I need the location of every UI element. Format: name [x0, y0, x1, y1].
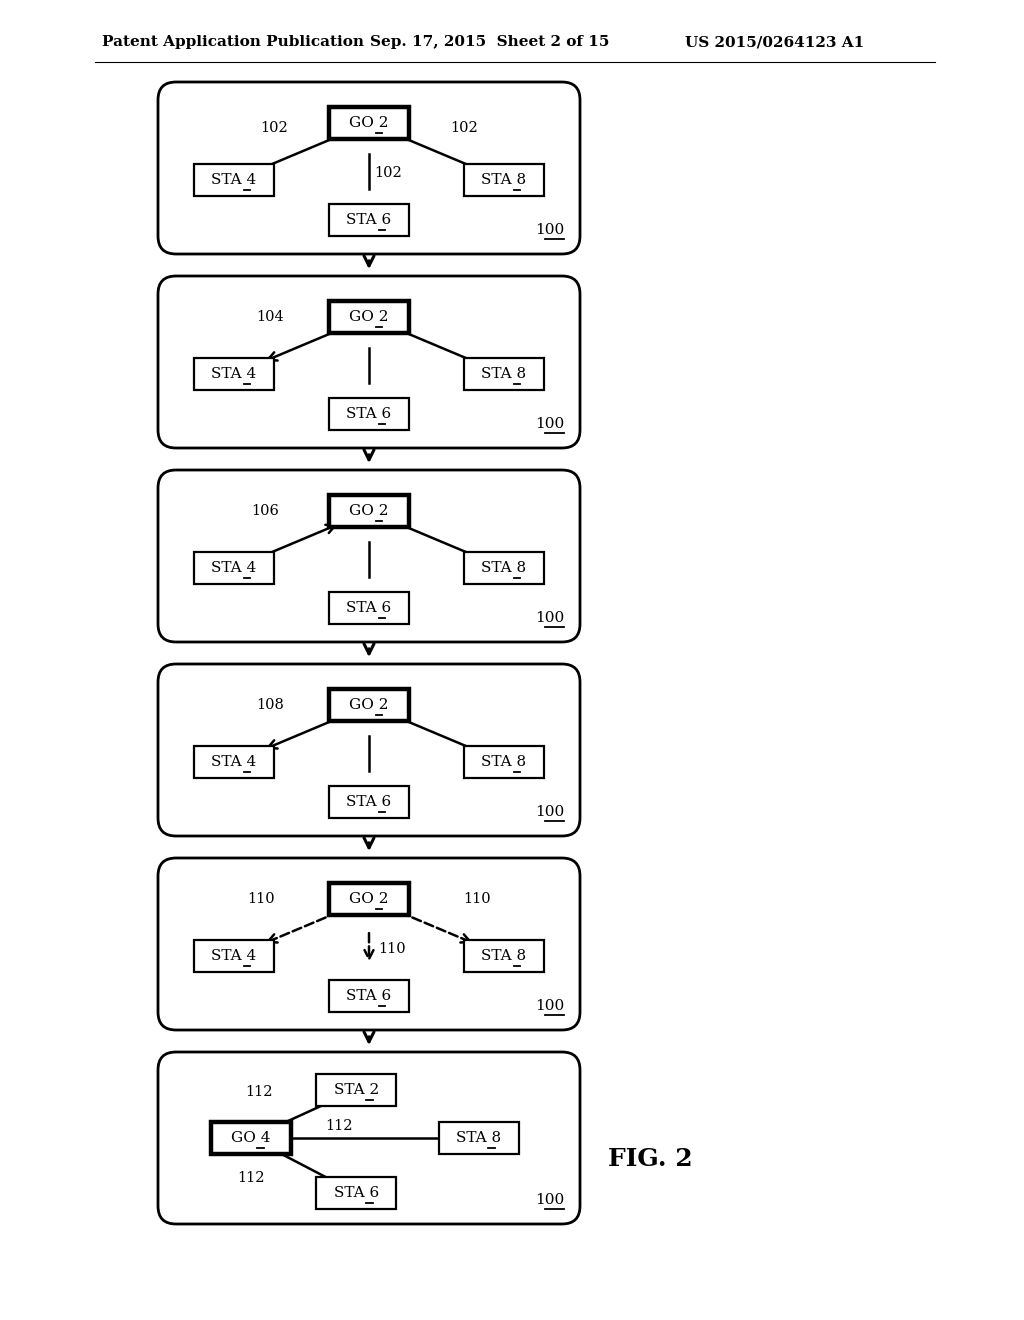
FancyBboxPatch shape: [158, 664, 580, 836]
Bar: [316, 1074, 396, 1106]
Bar: [194, 940, 274, 972]
Text: 106: 106: [252, 504, 280, 519]
Text: 110: 110: [379, 942, 407, 956]
Bar: [329, 301, 409, 333]
Text: 100: 100: [535, 1193, 564, 1206]
Text: STA 8: STA 8: [481, 949, 526, 964]
Bar: [329, 591, 409, 623]
Text: 100: 100: [535, 805, 564, 818]
Text: 102: 102: [260, 121, 288, 136]
Text: 102: 102: [374, 166, 401, 180]
Bar: [211, 1122, 291, 1154]
Text: STA 4: STA 4: [211, 367, 257, 381]
Text: STA 4: STA 4: [211, 173, 257, 187]
Bar: [464, 552, 544, 583]
Text: 102: 102: [451, 121, 478, 136]
FancyBboxPatch shape: [158, 858, 580, 1030]
Text: Patent Application Publication: Patent Application Publication: [102, 36, 364, 49]
Text: STA 6: STA 6: [346, 989, 391, 1003]
Bar: [194, 552, 274, 583]
Text: STA 2: STA 2: [334, 1082, 379, 1097]
Bar: [194, 746, 274, 777]
Text: STA 8: STA 8: [456, 1131, 502, 1144]
Text: STA 6: STA 6: [346, 213, 391, 227]
Text: STA 4: STA 4: [211, 561, 257, 576]
Text: 112: 112: [246, 1085, 273, 1098]
Text: STA 8: STA 8: [481, 561, 526, 576]
Text: 110: 110: [463, 892, 490, 907]
Bar: [438, 1122, 519, 1154]
Text: GO 2: GO 2: [349, 310, 389, 325]
Text: GO 2: GO 2: [349, 116, 389, 131]
FancyBboxPatch shape: [158, 82, 580, 253]
Text: Sep. 17, 2015  Sheet 2 of 15: Sep. 17, 2015 Sheet 2 of 15: [370, 36, 609, 49]
Text: GO 4: GO 4: [231, 1131, 270, 1144]
Text: 108: 108: [256, 698, 284, 713]
Text: STA 8: STA 8: [481, 367, 526, 381]
Text: STA 8: STA 8: [481, 755, 526, 770]
Text: GO 2: GO 2: [349, 504, 389, 519]
Text: STA 6: STA 6: [334, 1187, 379, 1200]
Text: 112: 112: [238, 1171, 264, 1184]
Text: 100: 100: [535, 223, 564, 238]
Bar: [464, 164, 544, 197]
Text: STA 4: STA 4: [211, 949, 257, 964]
Text: STA 4: STA 4: [211, 755, 257, 770]
Bar: [329, 689, 409, 721]
Bar: [194, 358, 274, 389]
Text: STA 6: STA 6: [346, 795, 391, 809]
Text: STA 6: STA 6: [346, 601, 391, 615]
Bar: [329, 107, 409, 140]
Text: GO 2: GO 2: [349, 892, 389, 907]
Bar: [194, 164, 274, 197]
Text: STA 6: STA 6: [346, 407, 391, 421]
Bar: [329, 495, 409, 527]
Text: 104: 104: [256, 310, 284, 325]
Text: GO 2: GO 2: [349, 698, 389, 713]
Bar: [464, 746, 544, 777]
Text: 100: 100: [535, 999, 564, 1012]
Text: FIG. 2: FIG. 2: [608, 1147, 692, 1171]
Text: 112: 112: [326, 1119, 353, 1133]
FancyBboxPatch shape: [158, 276, 580, 447]
Bar: [329, 785, 409, 817]
FancyBboxPatch shape: [158, 470, 580, 642]
Text: US 2015/0264123 A1: US 2015/0264123 A1: [685, 36, 864, 49]
Text: 100: 100: [535, 611, 564, 624]
Text: STA 8: STA 8: [481, 173, 526, 187]
Text: 110: 110: [248, 892, 275, 907]
Bar: [329, 397, 409, 429]
FancyBboxPatch shape: [158, 1052, 580, 1224]
Bar: [316, 1177, 396, 1209]
Bar: [329, 979, 409, 1011]
Text: 100: 100: [535, 417, 564, 432]
Bar: [329, 203, 409, 235]
Bar: [329, 883, 409, 915]
Bar: [464, 940, 544, 972]
Bar: [464, 358, 544, 389]
